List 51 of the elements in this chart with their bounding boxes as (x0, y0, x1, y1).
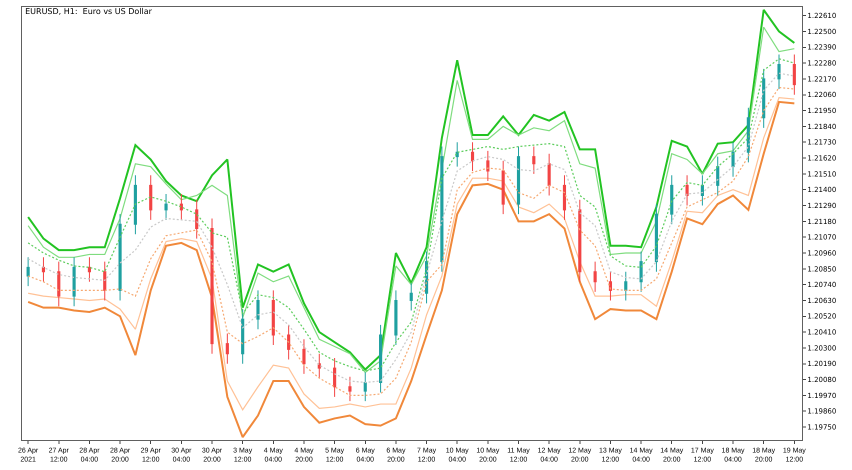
candlestick (42, 256, 46, 282)
candlestick (486, 150, 490, 182)
candlestick (578, 199, 582, 282)
candlestick (164, 194, 168, 220)
candlestick (302, 338, 306, 374)
chart-title: EURUSD, H1: Euro vs US Dollar (25, 7, 153, 16)
candlestick (256, 290, 260, 330)
candlestick (470, 142, 474, 172)
candlestick (532, 146, 536, 174)
candlestick (88, 256, 91, 282)
candlestick (379, 324, 382, 394)
candlestick (118, 214, 122, 301)
candlestick (640, 251, 643, 292)
candlestick (777, 54, 781, 90)
candlestick (333, 358, 336, 398)
candlestick (241, 308, 244, 364)
candlestick (440, 146, 444, 272)
candlestick (57, 261, 60, 307)
candlestick (394, 290, 398, 346)
candlestick (516, 146, 520, 215)
candlestick (72, 256, 76, 307)
candlestick (548, 153, 551, 196)
candlestick (456, 142, 459, 168)
candlestick (210, 218, 214, 354)
candlestick (180, 194, 183, 220)
candlestick (195, 199, 198, 240)
candlestick (731, 142, 735, 178)
candlestick (608, 271, 612, 301)
candlestick (502, 160, 505, 215)
candlestick (654, 204, 658, 272)
candlestick (318, 353, 321, 379)
candlestick (134, 174, 137, 235)
candlestick (410, 282, 413, 312)
candlestick (624, 271, 628, 301)
candlestick (348, 376, 352, 402)
candlestick (287, 324, 290, 360)
candlestick (364, 372, 367, 402)
candlestick (792, 54, 796, 96)
candlestick (562, 174, 566, 220)
candlestick (700, 174, 704, 206)
candlestick (272, 290, 275, 346)
candlestick (762, 68, 766, 128)
candlestick (594, 261, 597, 292)
candlestick (746, 107, 750, 163)
candlestick (670, 174, 674, 225)
candlestick (716, 156, 720, 196)
candlestick (103, 261, 106, 301)
candlestick (26, 256, 30, 287)
candlestick (226, 333, 229, 364)
candlestick (686, 174, 689, 206)
candlestick (149, 174, 152, 220)
